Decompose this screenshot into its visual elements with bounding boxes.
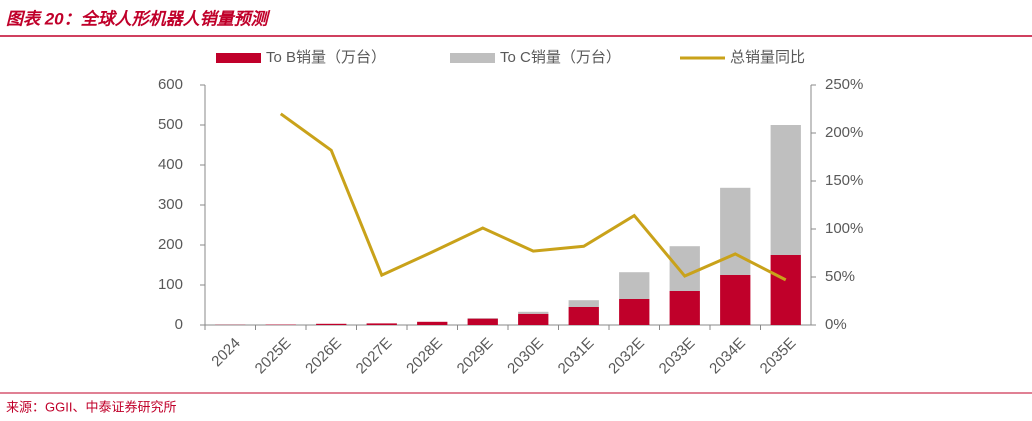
x-tick-label: 2033E [656, 335, 699, 378]
bar [669, 246, 700, 291]
legend-swatch [216, 53, 261, 63]
x-tick-label: 2035E [757, 335, 800, 378]
legend-label: To B销量（万台） [266, 49, 386, 66]
y-tick-label: 400 [158, 156, 183, 173]
bar [568, 300, 599, 307]
y2-tick-label: 0% [825, 316, 847, 333]
source: 来源：GGII、中泰证券研究所 [6, 399, 176, 414]
y2-tick-label: 150% [825, 172, 863, 189]
legend-swatch [450, 53, 495, 63]
bar [518, 313, 549, 325]
x-tick-label: 2034E [706, 335, 749, 378]
y2-tick-label: 250% [825, 76, 863, 93]
title: 图表 20：全球人形机器人销量预测 [6, 9, 271, 28]
bar [770, 125, 801, 255]
y2-tick-label: 200% [825, 124, 863, 141]
x-tick-label: 2031E [555, 335, 598, 378]
x-tick-label: 2028E [403, 335, 446, 378]
y-tick-label: 100 [158, 276, 183, 293]
y-tick-label: 300 [158, 196, 183, 213]
line [279, 112, 787, 282]
bar [619, 272, 650, 299]
legend-label: To C销量（万台） [500, 49, 621, 66]
x-tick-label: 2032E [605, 335, 648, 378]
bar [669, 291, 700, 325]
bar [366, 323, 397, 325]
y-tick-label: 0 [175, 316, 183, 333]
x-tick-label: 2027E [353, 335, 396, 378]
x-tick-label: 2029E [454, 335, 497, 378]
x-tick-label: 2026E [302, 335, 345, 378]
bar [568, 307, 599, 325]
y-tick-label: 200 [158, 236, 183, 253]
y2-tick-label: 100% [825, 220, 863, 237]
bar [316, 323, 347, 325]
x-tick-label: 2030E [504, 335, 547, 378]
bar [417, 321, 448, 325]
bar [720, 187, 751, 275]
x-tick-label: 2024 [208, 335, 244, 371]
bar [770, 255, 801, 325]
y-tick-label: 500 [158, 116, 183, 133]
bar [619, 299, 650, 325]
bar [518, 311, 549, 314]
bar [467, 318, 498, 325]
y2-tick-label: 50% [825, 268, 855, 285]
bar [720, 275, 751, 325]
legend-label: 总销量同比 [730, 49, 805, 66]
y-tick-label: 600 [158, 76, 183, 93]
x-tick-label: 2025E [252, 335, 295, 378]
